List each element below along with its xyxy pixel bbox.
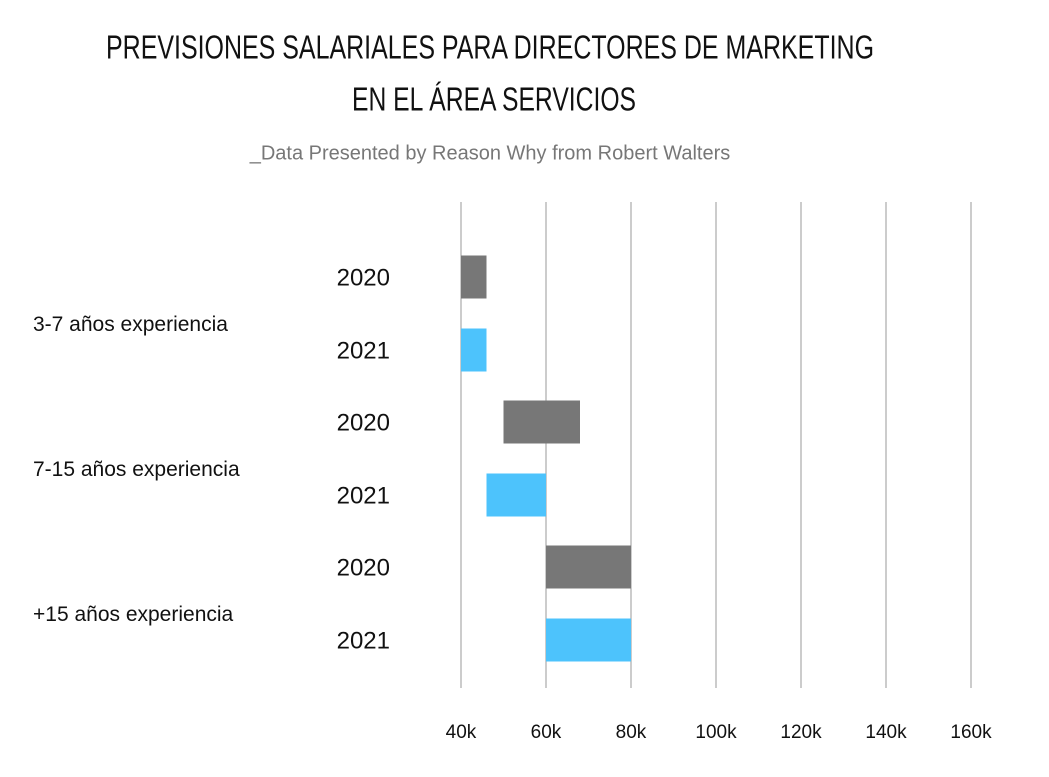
chart-title: PREVISIONES SALARIALES PARA DIRECTORES D… [106,29,874,66]
bar [461,255,487,299]
bar [461,328,487,372]
group-label: 3-7 años experiencia [33,313,228,336]
x-tick-label: 80k [616,722,647,743]
x-tick-label: 40k [446,722,477,743]
x-tick-label: 100k [695,722,737,743]
x-tick-label: 140k [865,722,907,743]
y-tick-label: 2021 [337,627,390,654]
group-label: +15 años experiencia [33,603,234,626]
x-tick-label: 60k [531,722,562,743]
chart-title: EN EL ÁREA SERVICIOS [352,81,636,118]
y-tick-label: 2021 [337,337,390,364]
bar [486,473,546,517]
chart-subtitle: _Data Presented by Reason Why from Rober… [249,142,731,164]
bar [546,618,631,662]
x-tick-label: 120k [780,722,822,743]
group-label: 7-15 años experiencia [33,458,240,481]
bar [546,545,631,589]
y-tick-label: 2020 [337,264,390,291]
x-tick-label: 160k [950,722,992,743]
y-tick-label: 2021 [337,482,390,509]
bar [503,400,580,444]
y-tick-label: 2020 [337,409,390,436]
y-tick-label: 2020 [337,554,390,581]
